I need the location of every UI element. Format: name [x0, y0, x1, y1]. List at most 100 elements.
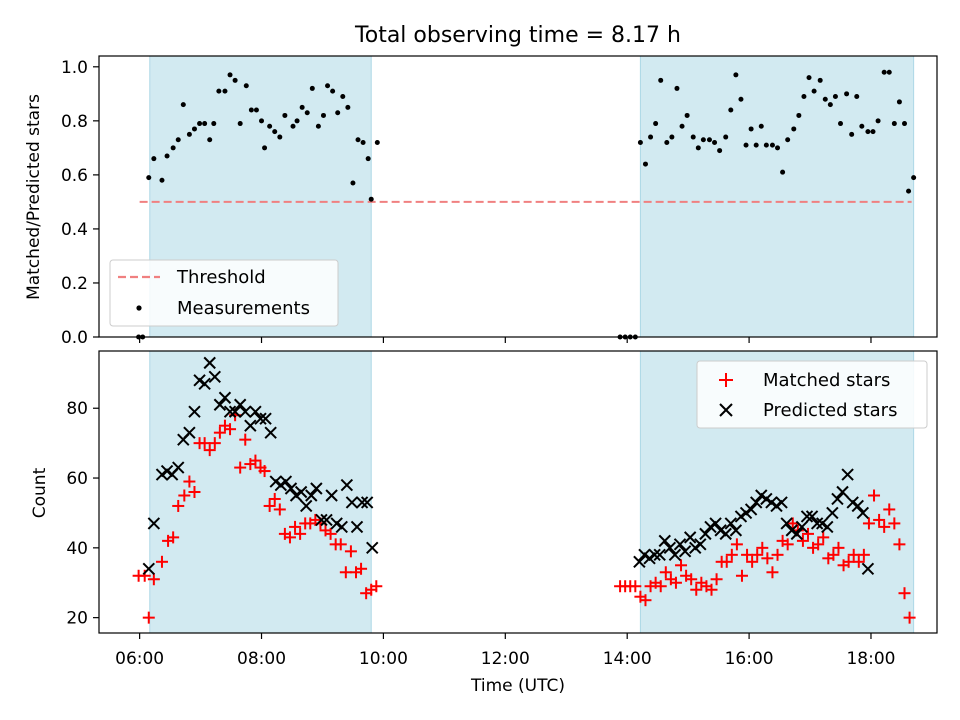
- predicted-star-point: [800, 510, 814, 523]
- predicted-star-point: [694, 538, 707, 551]
- measurement-point: [642, 161, 648, 167]
- predicted-star-point: [719, 527, 732, 541]
- predicted-star-point: [284, 482, 298, 495]
- measurement-point: [355, 137, 361, 143]
- measurement-point: [374, 139, 380, 145]
- measurement-point: [272, 129, 278, 135]
- predicted-star-point: [340, 478, 354, 492]
- bottom-y-ticks: 20 40 60 80: [66, 399, 99, 629]
- count-points: [132, 356, 916, 624]
- measurement-point: [712, 139, 718, 145]
- y-tick-label: 0.0: [61, 328, 88, 348]
- top-legend: Threshold Measurements: [109, 259, 339, 327]
- measurements-legend-label: Measurements: [177, 298, 310, 319]
- predicted-star-point: [826, 506, 839, 520]
- predicted-star-point: [831, 492, 844, 506]
- x-tick-label: 08:00: [237, 649, 286, 669]
- matched-star-point: [878, 520, 891, 533]
- matched-star-point: [852, 555, 865, 568]
- measurement-point: [748, 126, 754, 132]
- matched-star-point: [339, 566, 352, 579]
- predicted-star-point: [233, 398, 247, 411]
- predicted-star-point: [208, 370, 222, 384]
- measurement-point: [222, 88, 228, 94]
- measurement-point: [175, 137, 181, 143]
- measurement-point: [838, 121, 844, 127]
- measurement-point: [243, 83, 249, 89]
- bottom-y-axis-label: Count: [30, 467, 50, 518]
- predicted-star-point: [350, 520, 364, 534]
- predicted-star-point: [668, 548, 682, 562]
- measurement-point: [294, 118, 300, 124]
- measurement-point: [700, 137, 706, 143]
- measurement-point: [345, 104, 351, 110]
- matched-star-point: [142, 611, 155, 624]
- matched-star-point: [766, 566, 779, 579]
- matched-star-point: [725, 548, 738, 561]
- measurement-point: [180, 102, 186, 108]
- matched-star-point: [827, 548, 840, 561]
- predicted-star-point: [264, 426, 277, 439]
- matched-star-point: [669, 576, 682, 589]
- predicted-star-point: [172, 461, 185, 474]
- matched-star-point: [751, 548, 764, 561]
- measurement-point: [801, 94, 807, 100]
- predicted-star-point: [355, 496, 369, 509]
- matched-star-point: [842, 555, 855, 568]
- measurement-point: [811, 88, 817, 94]
- predicted-star-point: [244, 419, 257, 432]
- measurement-point: [232, 77, 238, 83]
- matched-star-point: [167, 531, 180, 544]
- predicted-star-point: [218, 391, 232, 404]
- measurement-point: [259, 118, 265, 124]
- measurement-point: [684, 112, 690, 118]
- matched-star-point: [771, 548, 784, 561]
- matched-star-point: [796, 534, 809, 547]
- predicted-star-point: [856, 506, 870, 520]
- matched-star-point: [893, 538, 906, 551]
- measurement-point: [791, 126, 797, 132]
- measurement-point: [723, 134, 729, 140]
- measurement-point: [197, 121, 203, 127]
- measurement-point: [881, 69, 887, 75]
- threshold-legend-label: Threshold: [176, 267, 266, 288]
- x-tick-label: 14:00: [603, 649, 652, 669]
- measurement-point: [896, 99, 902, 105]
- x-tick-label: 06:00: [115, 649, 164, 669]
- matched-star-point: [832, 541, 845, 554]
- predicted-star-point: [142, 562, 155, 575]
- measurement-point: [277, 134, 283, 140]
- measurement-point: [906, 188, 912, 194]
- predicted-star-point: [663, 541, 677, 555]
- matched-star-point: [203, 444, 216, 457]
- predicted-star-point: [699, 527, 712, 541]
- measurement-point: [785, 137, 791, 143]
- matched-star-point: [868, 489, 881, 502]
- bottom-x-ticks: 06:00 08:00 10:00 12:00 14:00 16:00 18:00: [115, 633, 895, 669]
- matched-star-point: [273, 503, 286, 516]
- y-tick-label: 0.8: [61, 112, 88, 132]
- measurement-point: [191, 126, 197, 132]
- measurement-point: [870, 129, 876, 135]
- measurement-point: [304, 110, 310, 116]
- predicted-star-point: [805, 510, 819, 523]
- matched-star-point: [735, 569, 748, 582]
- measurement-point: [901, 121, 907, 127]
- matched-star-point: [289, 520, 302, 533]
- bottom-legend: Matched stars Predicted stars: [696, 360, 928, 429]
- measurement-point: [350, 180, 356, 186]
- measurement-point: [822, 96, 828, 102]
- shaded-span-1: [639, 55, 915, 338]
- y-tick-label: 1.0: [61, 58, 88, 78]
- matched-star-point: [781, 538, 794, 551]
- top-panel: 0.0 0.2 0.4 0.6 0.8 1.0 Matched/Predicted sta…: [24, 55, 938, 348]
- matched-star-point: [188, 486, 201, 498]
- matched-star-point: [903, 611, 916, 624]
- measurement-point: [202, 121, 208, 127]
- matched-star-point: [249, 454, 262, 467]
- matched-star-point: [208, 437, 221, 450]
- measurement-point: [743, 142, 749, 148]
- predicted-star-point: [633, 555, 646, 569]
- predicted-star-point: [678, 545, 692, 558]
